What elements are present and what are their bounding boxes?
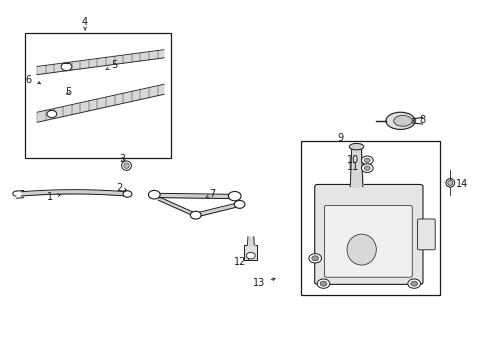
FancyBboxPatch shape	[324, 206, 411, 277]
Text: 5: 5	[106, 60, 118, 70]
Circle shape	[311, 256, 318, 261]
FancyBboxPatch shape	[417, 219, 434, 250]
Circle shape	[123, 191, 132, 197]
Bar	[25, 33, 171, 158]
Circle shape	[320, 281, 326, 286]
Ellipse shape	[123, 163, 129, 168]
Text: 10: 10	[346, 154, 368, 165]
Ellipse shape	[348, 143, 363, 150]
Circle shape	[410, 281, 417, 286]
Ellipse shape	[447, 180, 452, 185]
Circle shape	[246, 252, 255, 259]
Circle shape	[361, 164, 372, 172]
Text: 4: 4	[82, 17, 88, 30]
Text: 2: 2	[116, 183, 126, 193]
Text: 9: 9	[337, 133, 343, 143]
Ellipse shape	[385, 112, 414, 130]
Text: 12: 12	[233, 257, 249, 267]
Circle shape	[317, 279, 329, 288]
Text: 6: 6	[25, 75, 31, 85]
Circle shape	[308, 254, 321, 263]
Circle shape	[228, 192, 241, 201]
Text: 5: 5	[65, 87, 71, 97]
Text: 11: 11	[346, 162, 368, 172]
Text: 8: 8	[412, 115, 425, 125]
Circle shape	[47, 111, 57, 118]
Ellipse shape	[393, 116, 411, 126]
Ellipse shape	[122, 161, 131, 170]
Circle shape	[407, 279, 420, 288]
Circle shape	[234, 201, 244, 208]
Circle shape	[364, 166, 369, 170]
Text: 3: 3	[119, 154, 125, 164]
Text: 14: 14	[455, 179, 467, 189]
Circle shape	[148, 190, 160, 199]
Circle shape	[364, 158, 369, 162]
Circle shape	[61, 63, 72, 71]
Text: 13: 13	[253, 278, 275, 288]
Ellipse shape	[346, 234, 376, 265]
Bar	[300, 140, 439, 295]
Circle shape	[361, 156, 372, 165]
Ellipse shape	[445, 179, 454, 187]
Bar	[244, 245, 257, 260]
Text: 1: 1	[47, 192, 61, 202]
Circle shape	[190, 211, 201, 219]
FancyBboxPatch shape	[314, 184, 422, 284]
Text: 7: 7	[205, 189, 215, 199]
